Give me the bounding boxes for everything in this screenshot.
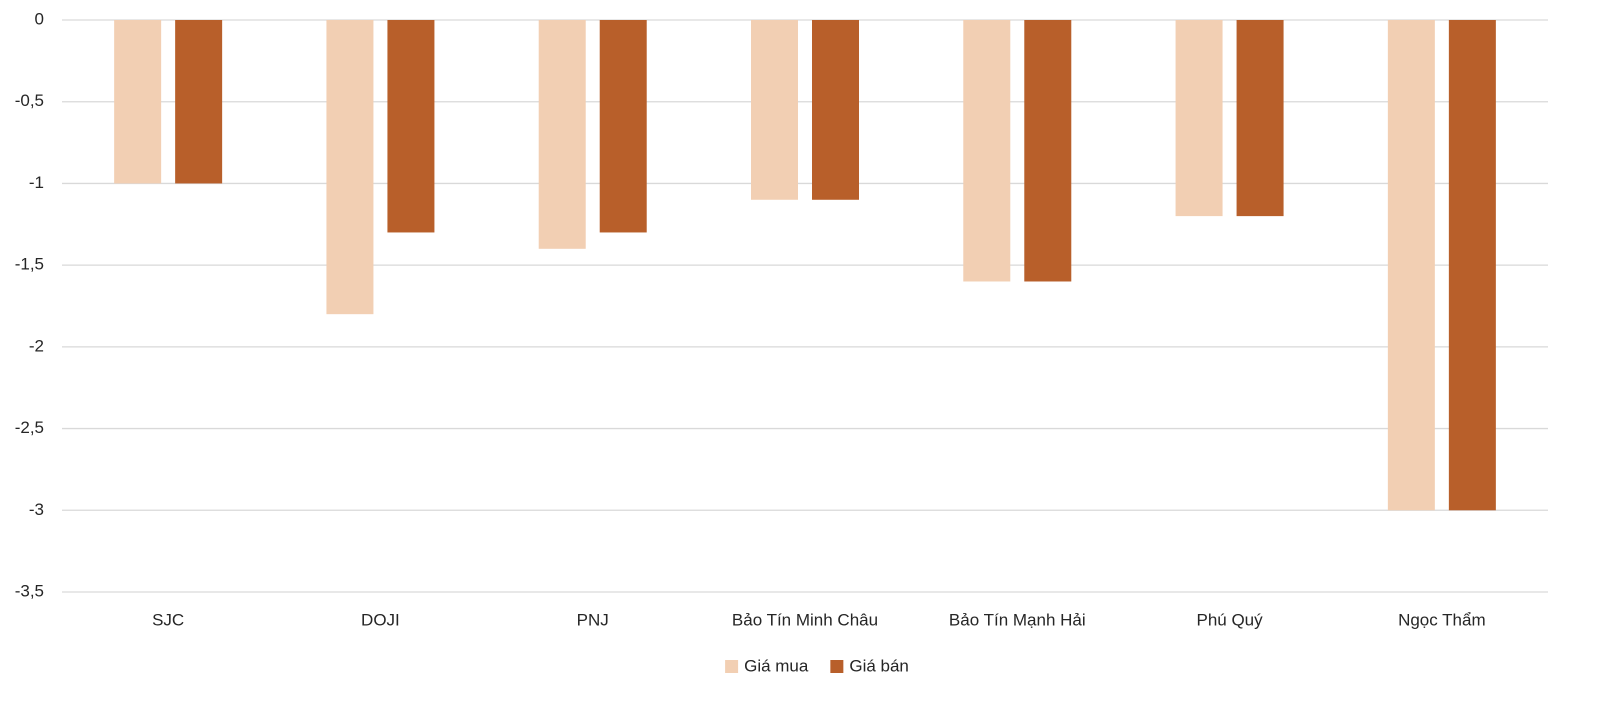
- x-tick-label: Ngọc Thẩm: [1398, 610, 1486, 629]
- y-tick-label: -3,5: [15, 581, 44, 600]
- bar: [538, 20, 586, 249]
- x-tick-label: Bảo Tín Minh Châu: [732, 610, 878, 629]
- x-tick-label: Bảo Tín Mạnh Hải: [949, 610, 1086, 629]
- x-tick-label: PNJ: [577, 610, 609, 629]
- bar: [1448, 20, 1496, 511]
- y-tick-label: -2: [29, 336, 44, 355]
- y-tick-label: -2,5: [15, 418, 44, 437]
- bar: [1024, 20, 1072, 282]
- bar: [1387, 20, 1435, 511]
- x-tick-label: SJC: [152, 610, 184, 629]
- bar: [114, 20, 162, 184]
- bar: [175, 20, 223, 184]
- y-tick-label: -3: [29, 500, 44, 519]
- y-tick-label: -1: [29, 173, 44, 192]
- x-tick-label: DOJI: [361, 610, 400, 629]
- legend-label: Giá bán: [849, 656, 909, 675]
- legend-swatch: [830, 660, 844, 673]
- bar: [1236, 20, 1284, 217]
- legend-swatch: [725, 660, 739, 673]
- bar: [1175, 20, 1223, 217]
- bar: [812, 20, 859, 200]
- bar: [963, 20, 1011, 282]
- y-tick-label: -1,5: [15, 255, 44, 274]
- bar: [326, 20, 374, 315]
- y-tick-label: 0: [35, 9, 44, 28]
- bar: [599, 20, 647, 233]
- bar: [387, 20, 435, 233]
- bar: [751, 20, 798, 200]
- legend-label: Giá mua: [744, 656, 809, 675]
- x-tick-label: Phú Quý: [1196, 610, 1263, 629]
- y-tick-label: -0,5: [15, 91, 44, 110]
